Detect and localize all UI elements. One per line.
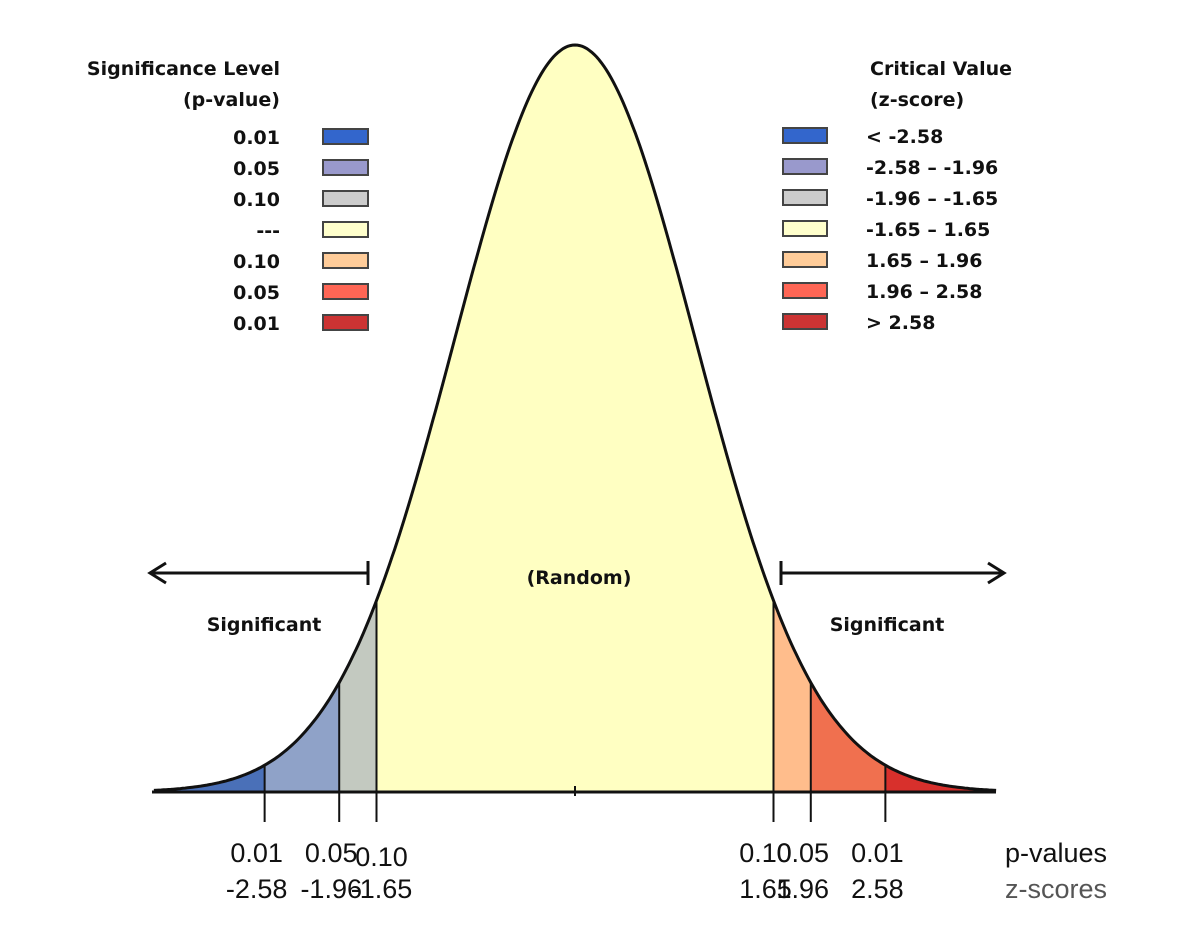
region-random	[376, 45, 774, 792]
region-below-2.58	[153, 765, 265, 792]
z-score-tick-label: -1.96	[300, 874, 362, 904]
left-legend-swatch	[322, 283, 369, 300]
normal-curve	[153, 43, 997, 792]
right-legend-swatch	[782, 189, 828, 206]
z-score-tick-label: -2.58	[226, 874, 288, 904]
right-legend-swatch	[782, 127, 828, 144]
critical-ticks	[263, 600, 887, 822]
left-legend-label: 0.01	[233, 127, 280, 149]
left-arrow	[147, 561, 370, 585]
left-legend-swatch	[322, 314, 369, 331]
left-legend-label: 0.05	[233, 158, 280, 180]
right-legend-label: -1.96 – -1.65	[866, 188, 998, 210]
z-scores-label: z-scores	[1005, 874, 1107, 904]
right-legend-label: 1.65 – 1.96	[866, 250, 983, 272]
left-legend-label: 0.05	[233, 282, 280, 304]
left-legend-label: 0.10	[233, 189, 280, 211]
right-legend-swatch	[782, 282, 828, 299]
left-legend-label: 0.10	[233, 251, 280, 273]
p-value-tick-label: 0.05	[305, 838, 358, 868]
p-value-tick-label: 0.01	[851, 838, 904, 868]
random-label: (Random)	[527, 567, 632, 589]
left-legend-swatch	[322, 252, 369, 269]
right-legend-swatch	[782, 313, 828, 330]
right-legend-label: -1.65 – 1.65	[866, 219, 990, 241]
left-legend-swatch	[322, 190, 369, 207]
p-value-tick-label: 0.05	[777, 838, 830, 868]
tick-labels: 0.01-2.580.05-1.960.10-1.650.101.650.051…	[226, 838, 904, 904]
p-value-tick-label: 0.10	[739, 838, 792, 868]
right-legend-label: < -2.58	[866, 126, 943, 148]
z-score-tick-label: 1.65	[739, 874, 792, 904]
significant-left-label: Significant	[207, 614, 322, 636]
z-score-tick-label: 1.96	[777, 874, 830, 904]
left-legend-title: Significance Level	[87, 58, 280, 80]
left-legend: 0.01 0.05 0.10 --- 0.10 0.05 0.01	[233, 127, 369, 335]
region-above-2.58	[885, 765, 997, 792]
p-value-tick-label: 0.01	[230, 838, 283, 868]
right-legend: < -2.58 -2.58 – -1.96 -1.96 – -1.65 -1.65 –…	[782, 126, 998, 334]
left-legend-label: ---	[256, 220, 280, 242]
left-legend-swatch	[322, 221, 369, 238]
right-legend-label: 1.96 – 2.58	[866, 281, 983, 303]
p-value-tick-label: 0.10	[355, 842, 408, 872]
left-legend-swatch	[322, 128, 369, 145]
significant-right-label: Significant	[830, 614, 945, 636]
left-legend-swatch	[322, 159, 369, 176]
right-legend-subtitle: (z-score)	[870, 89, 964, 111]
right-arrow	[779, 561, 1007, 585]
z-score-tick-label: 2.58	[851, 874, 904, 904]
left-legend-label: 0.01	[233, 313, 280, 335]
right-legend-label: -2.58 – -1.96	[866, 157, 998, 179]
p-values-label: p-values	[1005, 838, 1107, 868]
right-legend-label: > 2.58	[866, 312, 935, 334]
region-1.65-1.96	[773, 600, 811, 792]
z-score-tick-label: -1.65	[351, 874, 413, 904]
right-legend-swatch	[782, 220, 828, 237]
right-legend-title: Critical Value	[870, 58, 1012, 80]
right-legend-swatch	[782, 158, 828, 175]
left-legend-subtitle: (p-value)	[183, 89, 280, 111]
right-legend-swatch	[782, 251, 828, 268]
region-1.96-1.65	[339, 600, 377, 792]
